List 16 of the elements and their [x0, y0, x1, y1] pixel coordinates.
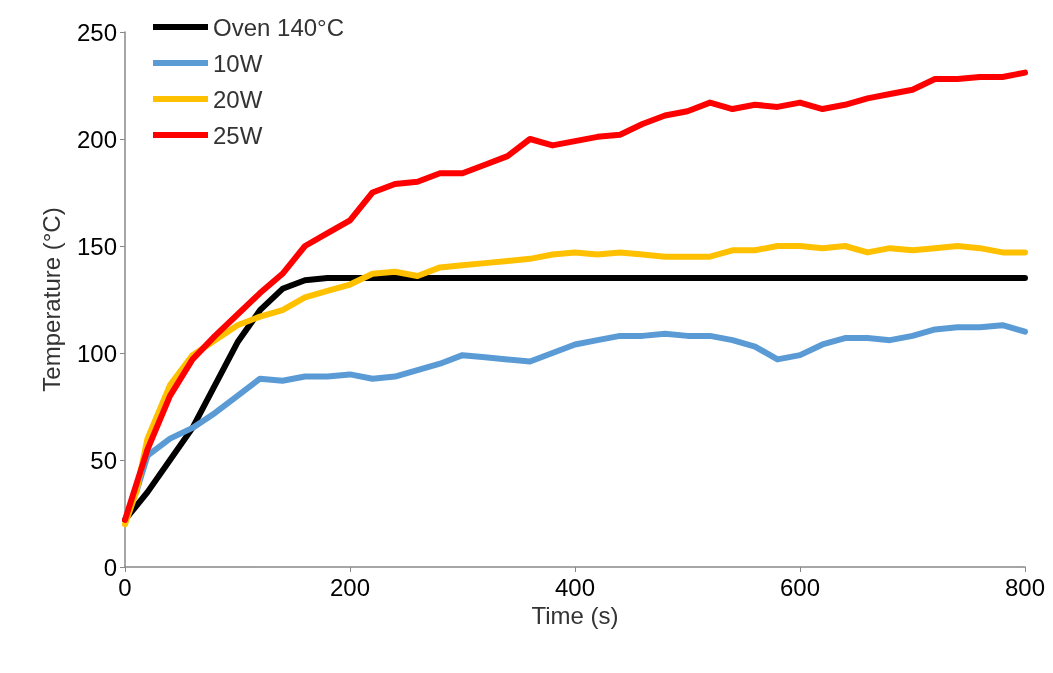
x-axis-title: Time (s)	[531, 602, 619, 630]
y-tick-label: 250	[76, 18, 117, 46]
legend-label: 20W	[213, 85, 263, 113]
legend-label: 10W	[213, 49, 263, 77]
legend-label: Oven 140°C	[213, 13, 345, 41]
x-tick-label: 600	[779, 573, 821, 601]
y-tick-label: 0	[103, 553, 117, 581]
legend-label: 25W	[213, 121, 263, 149]
y-tick-label: 50	[90, 446, 117, 474]
y-tick-label: 200	[76, 125, 117, 153]
x-tick-label: 400	[554, 573, 596, 601]
y-tick-label: 100	[76, 339, 117, 367]
y-tick-label: 150	[76, 232, 117, 260]
y-axis-title: Temperature (°C)	[37, 207, 65, 392]
x-tick-label: 800	[1004, 573, 1046, 601]
x-tick-label: 200	[329, 573, 371, 601]
